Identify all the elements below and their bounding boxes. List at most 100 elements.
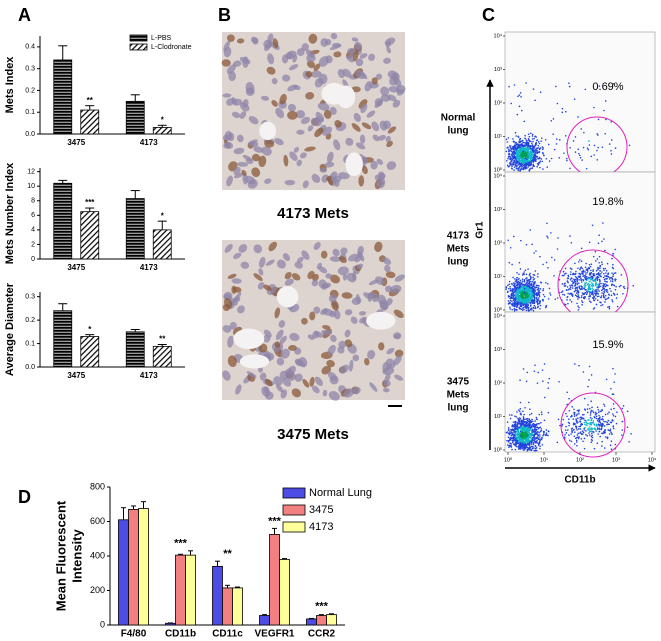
flow-dot bbox=[534, 270, 537, 272]
micrograph-cell bbox=[329, 310, 336, 318]
flow-dot bbox=[529, 272, 531, 275]
flow-dot bbox=[579, 416, 582, 419]
flow-dot bbox=[580, 247, 583, 250]
flow-dot bbox=[570, 268, 573, 270]
flow-dot bbox=[523, 308, 525, 311]
flow-dot bbox=[612, 414, 615, 417]
flow-dot bbox=[525, 243, 528, 246]
flow-dot bbox=[612, 83, 615, 85]
flow-dot bbox=[535, 416, 538, 419]
flow-dot bbox=[520, 109, 523, 112]
flow-dot bbox=[516, 301, 519, 304]
flow-dot bbox=[599, 281, 601, 283]
micrograph-cell bbox=[386, 161, 397, 170]
flow-dot bbox=[527, 142, 529, 145]
flow-dot bbox=[609, 287, 611, 290]
flow-dot bbox=[604, 267, 607, 270]
flow-dot bbox=[537, 289, 540, 291]
flow-dot bbox=[608, 305, 611, 308]
micrograph-cell bbox=[347, 47, 356, 54]
micrograph-cell bbox=[245, 87, 255, 96]
micrograph-cell bbox=[241, 169, 247, 176]
flow-dot bbox=[547, 266, 549, 269]
panel-label: A bbox=[18, 5, 31, 25]
micrograph-cell bbox=[394, 274, 406, 282]
flow-dot bbox=[527, 443, 529, 446]
flow-dot bbox=[512, 441, 514, 444]
flow-dot bbox=[594, 250, 597, 253]
flow-dot bbox=[543, 419, 546, 422]
flow-dot bbox=[520, 147, 523, 149]
flow-dot bbox=[512, 421, 515, 423]
flow-dot bbox=[534, 157, 537, 159]
flow-dot bbox=[517, 409, 520, 411]
flow-dot bbox=[599, 435, 602, 438]
flow-dot bbox=[613, 272, 616, 275]
flow-dot bbox=[599, 421, 602, 424]
micrograph-cell bbox=[274, 341, 281, 348]
flow-dot bbox=[599, 285, 602, 288]
micrograph-cell bbox=[348, 253, 359, 262]
flow-dot bbox=[566, 391, 569, 394]
flow-dot bbox=[513, 436, 515, 438]
micrograph-cell bbox=[261, 95, 270, 101]
flow-dot bbox=[567, 281, 569, 284]
flow-dot bbox=[609, 276, 612, 279]
micrograph-cell bbox=[358, 99, 368, 109]
micrograph-cell bbox=[329, 106, 337, 115]
flow-dot bbox=[519, 279, 522, 282]
micrograph-lumen bbox=[366, 311, 396, 330]
y-tick-label: 10⁰ bbox=[494, 166, 503, 173]
flow-dot bbox=[579, 428, 582, 430]
flow-dot bbox=[577, 261, 580, 263]
micrograph-cell bbox=[354, 41, 363, 51]
micrograph bbox=[222, 240, 406, 401]
flow-dot bbox=[522, 410, 524, 413]
y-tick-label: 2 bbox=[31, 241, 35, 248]
flow-dot bbox=[537, 140, 540, 143]
flow-dot bbox=[583, 297, 585, 300]
flow-dot bbox=[595, 277, 598, 279]
flow-dot bbox=[524, 137, 526, 140]
flow-dot bbox=[570, 271, 572, 273]
flow-dot bbox=[539, 447, 541, 450]
micrograph-cell bbox=[384, 264, 391, 273]
flow-dot bbox=[531, 287, 534, 290]
flow-dot bbox=[532, 430, 535, 433]
bar bbox=[125, 198, 145, 260]
flow-dot bbox=[510, 148, 513, 150]
flow-dot bbox=[561, 290, 564, 292]
flow-dot bbox=[603, 269, 605, 271]
flow-dot bbox=[595, 415, 598, 418]
bar bbox=[138, 508, 149, 626]
flow-dot bbox=[593, 296, 596, 298]
flow-dot bbox=[524, 445, 527, 447]
flow-dot bbox=[577, 417, 579, 420]
flow-dot bbox=[524, 154, 526, 157]
flow-dot bbox=[518, 145, 520, 147]
micrograph-cell bbox=[235, 384, 242, 395]
flow-dot bbox=[602, 424, 604, 427]
flow-dot bbox=[568, 409, 571, 412]
flow-dot bbox=[540, 429, 543, 432]
micrograph-cell bbox=[279, 93, 287, 105]
micrograph-cell bbox=[369, 382, 378, 392]
flow-dot bbox=[612, 420, 614, 422]
flow-dot bbox=[525, 424, 528, 427]
flow-dot bbox=[516, 164, 518, 167]
micrograph-cell bbox=[233, 172, 244, 179]
flow-dot bbox=[628, 144, 631, 147]
flow-dot bbox=[548, 377, 551, 380]
flow-dot bbox=[595, 281, 597, 284]
flow-dot bbox=[587, 148, 590, 151]
flow-dot bbox=[518, 141, 520, 143]
error-bar bbox=[85, 207, 95, 212]
flow-dot bbox=[519, 379, 521, 382]
x-tick-label: CD11c bbox=[212, 629, 243, 640]
flow-dot bbox=[568, 85, 571, 88]
flow-dot bbox=[520, 440, 523, 443]
flow-dot bbox=[547, 387, 550, 389]
flow-dot bbox=[600, 432, 603, 435]
flow-dot bbox=[589, 428, 591, 430]
